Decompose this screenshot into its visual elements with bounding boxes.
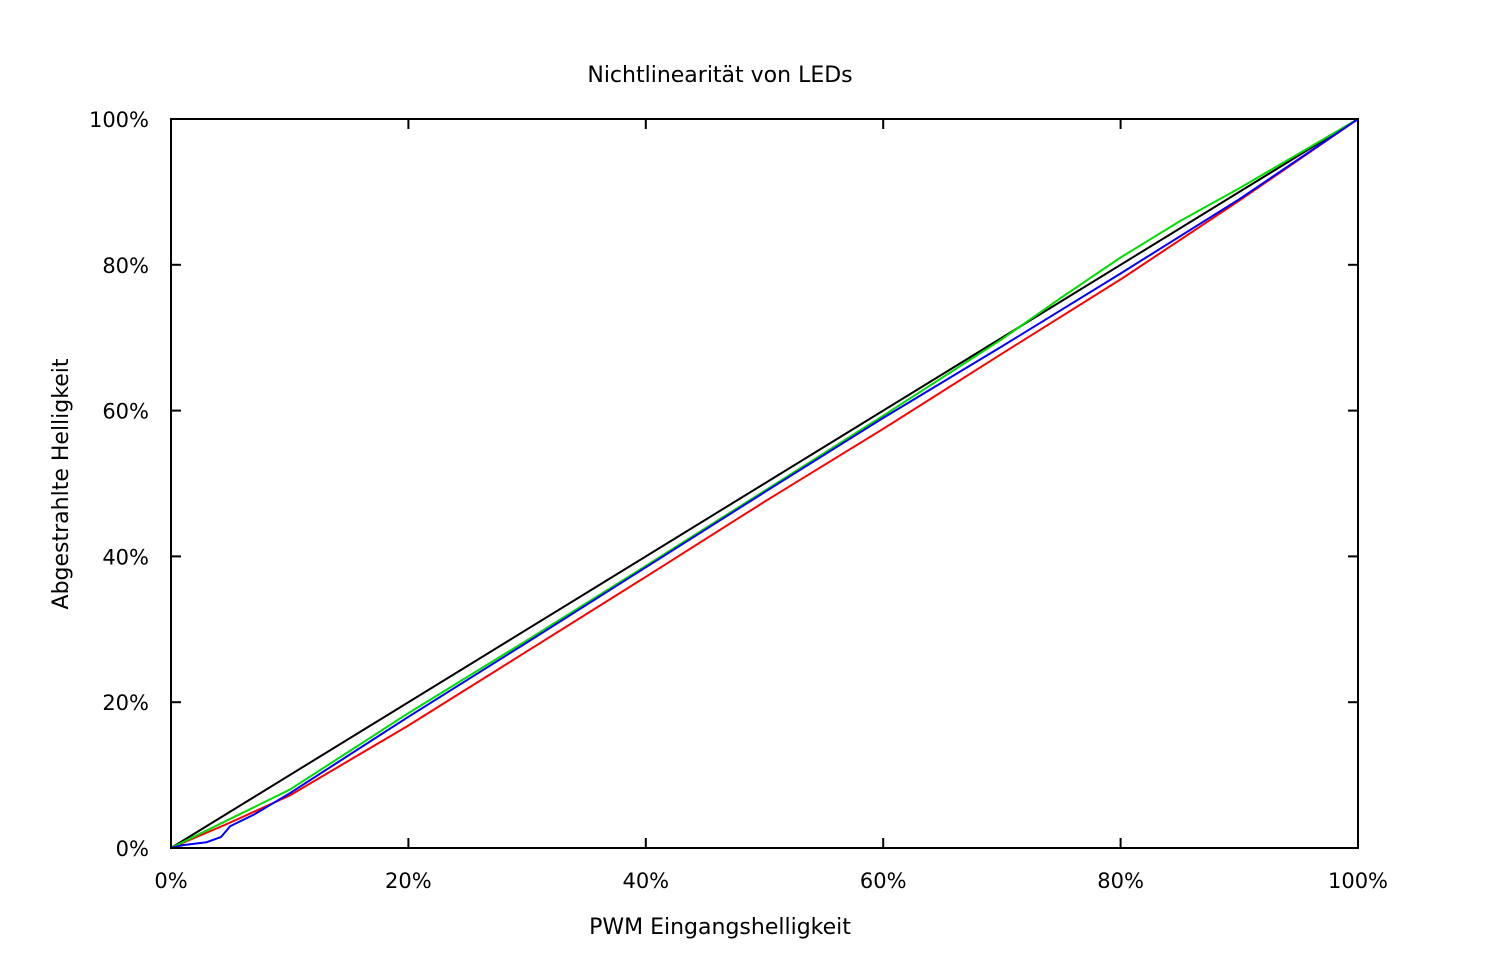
x-tick-label: 80%: [1097, 869, 1144, 893]
y-tick-label: 20%: [102, 691, 149, 715]
y-tick-label: 100%: [89, 108, 149, 132]
series-line-2: [170, 118, 1359, 849]
y-tick-label: 0%: [116, 837, 149, 861]
y-tick-label: 80%: [102, 254, 149, 278]
series-line-3: [170, 118, 1359, 849]
x-tick-label: 100%: [1328, 869, 1388, 893]
y-tick-label: 60%: [102, 400, 149, 424]
series-layer: [170, 118, 1359, 849]
x-tick-label: 0%: [154, 869, 187, 893]
x-axis-label: PWM Eingangshelligkeit: [589, 915, 851, 940]
x-tick-label: 20%: [385, 869, 432, 893]
x-ticks: 0% 20% 40% 60% 80% 100%: [154, 119, 1388, 893]
x-tick-label: 40%: [622, 869, 669, 893]
y-tick-label: 40%: [102, 545, 149, 569]
chart-title: Nichtlinearität von LEDs: [587, 63, 852, 88]
x-tick-label: 60%: [860, 869, 907, 893]
y-axis-label: Abgestrahlte Helligkeit: [49, 358, 74, 609]
y-ticks: 0% 20% 40% 60% 80% 100%: [89, 108, 1358, 861]
series-line-0: [170, 118, 1359, 849]
plot-frame: [170, 118, 1359, 849]
